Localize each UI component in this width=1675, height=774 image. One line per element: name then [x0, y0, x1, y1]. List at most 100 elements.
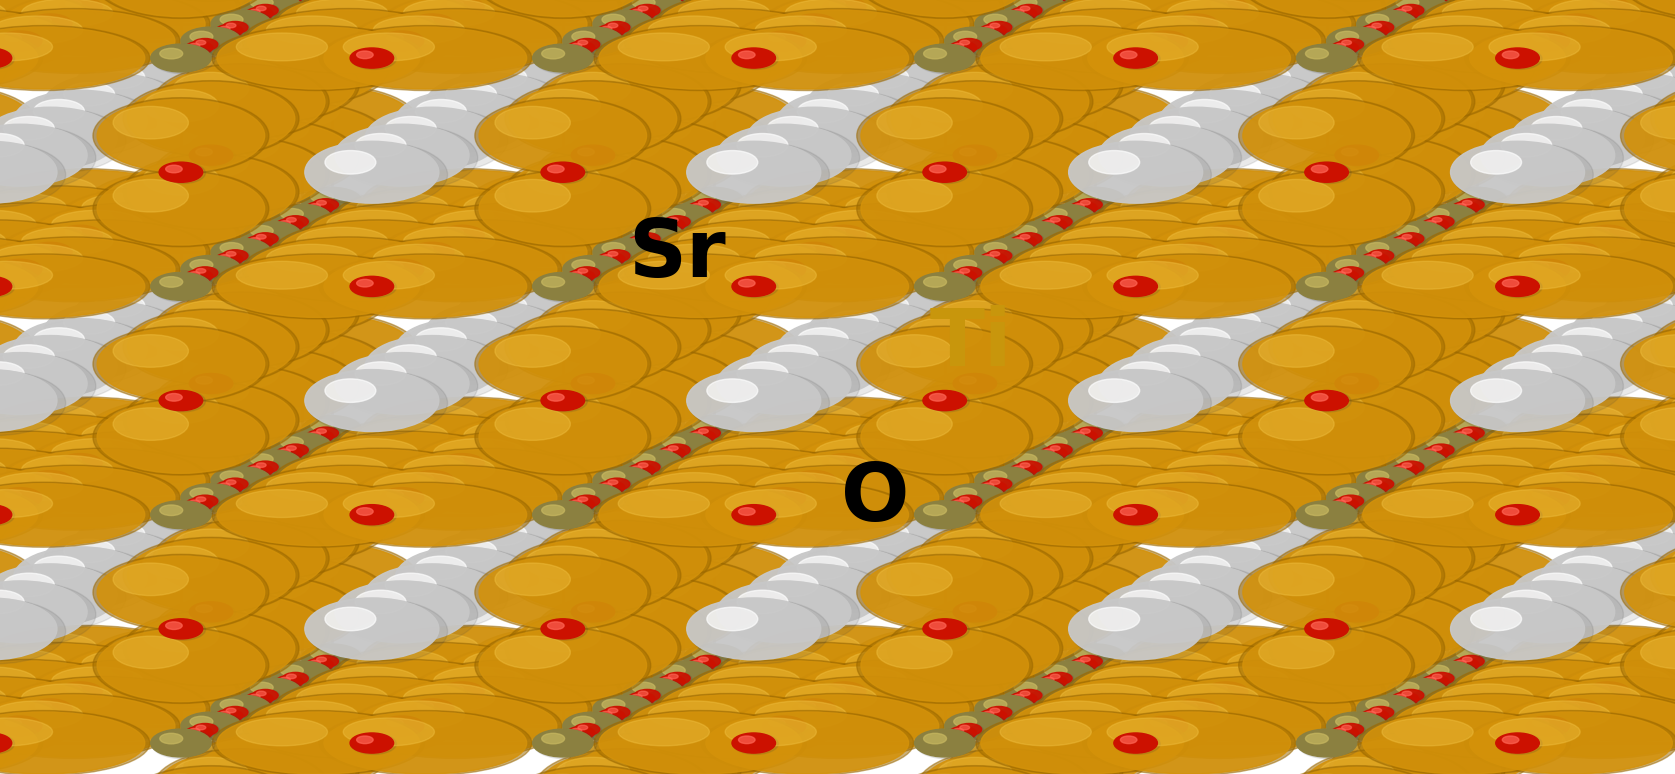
Ellipse shape [0, 243, 34, 315]
Circle shape [226, 480, 236, 485]
Ellipse shape [938, 602, 1012, 635]
Circle shape [397, 548, 538, 613]
Circle shape [960, 269, 970, 273]
Ellipse shape [1472, 667, 1564, 695]
Ellipse shape [526, 619, 601, 652]
Ellipse shape [303, 659, 516, 724]
Circle shape [1471, 379, 1521, 402]
Ellipse shape [1042, 678, 1245, 740]
Circle shape [447, 228, 464, 236]
Circle shape [219, 128, 266, 149]
Ellipse shape [1007, 465, 1219, 530]
Circle shape [0, 488, 45, 509]
Circle shape [243, 12, 255, 18]
Circle shape [28, 699, 72, 719]
Circle shape [0, 336, 117, 398]
Circle shape [64, 82, 114, 106]
Ellipse shape [87, 625, 300, 690]
Ellipse shape [1167, 456, 1258, 484]
Ellipse shape [57, 414, 270, 479]
Circle shape [300, 662, 330, 676]
Ellipse shape [338, 644, 541, 706]
Ellipse shape [374, 473, 464, 501]
Circle shape [263, 225, 295, 240]
Circle shape [1395, 682, 1419, 693]
Circle shape [1365, 14, 1389, 25]
Circle shape [717, 580, 851, 642]
Circle shape [595, 258, 606, 263]
Circle shape [1449, 188, 1511, 217]
Circle shape [1204, 682, 1251, 704]
Circle shape [635, 690, 662, 702]
Ellipse shape [1489, 262, 1580, 289]
Circle shape [1616, 437, 1663, 458]
Circle shape [1317, 504, 1348, 519]
Ellipse shape [0, 262, 52, 289]
Ellipse shape [655, 676, 868, 741]
Circle shape [923, 619, 970, 640]
Circle shape [571, 146, 618, 166]
Ellipse shape [1358, 26, 1571, 91]
Ellipse shape [174, 529, 250, 562]
Ellipse shape [968, 283, 1044, 317]
Circle shape [189, 374, 236, 395]
Circle shape [601, 585, 645, 605]
Circle shape [1385, 696, 1415, 710]
Circle shape [1013, 568, 1057, 588]
Ellipse shape [821, 414, 1033, 479]
Ellipse shape [0, 0, 194, 5]
Circle shape [645, 682, 677, 697]
Circle shape [1010, 693, 1038, 706]
Circle shape [625, 679, 687, 707]
Ellipse shape [1012, 700, 1179, 772]
Circle shape [1422, 676, 1451, 689]
Ellipse shape [1258, 633, 1348, 661]
Circle shape [216, 481, 245, 495]
Circle shape [219, 471, 243, 481]
Ellipse shape [124, 611, 300, 687]
Ellipse shape [0, 659, 134, 724]
Circle shape [595, 696, 657, 724]
Ellipse shape [921, 367, 1089, 439]
Ellipse shape [0, 10, 69, 72]
Circle shape [1055, 664, 1087, 679]
Ellipse shape [127, 311, 295, 383]
Circle shape [554, 733, 586, 748]
Circle shape [1074, 191, 1097, 202]
Ellipse shape [0, 711, 149, 774]
Circle shape [695, 199, 720, 211]
Circle shape [317, 657, 327, 662]
Ellipse shape [982, 488, 1149, 560]
Circle shape [350, 48, 394, 68]
Circle shape [219, 483, 229, 488]
Circle shape [286, 674, 296, 679]
Ellipse shape [1442, 684, 1534, 712]
Circle shape [263, 0, 295, 12]
Circle shape [241, 678, 302, 706]
Ellipse shape [1172, 431, 1385, 496]
Circle shape [1241, 668, 1258, 676]
Circle shape [219, 26, 229, 31]
Ellipse shape [92, 170, 295, 232]
Circle shape [683, 644, 744, 672]
Circle shape [1335, 43, 1345, 48]
Ellipse shape [755, 245, 846, 272]
Circle shape [568, 270, 595, 283]
Circle shape [1415, 450, 1446, 464]
Circle shape [916, 730, 978, 759]
Circle shape [1561, 556, 1611, 580]
Circle shape [216, 481, 243, 494]
Ellipse shape [948, 275, 1124, 351]
Circle shape [266, 683, 278, 689]
Circle shape [203, 716, 234, 731]
Ellipse shape [705, 255, 908, 317]
Circle shape [307, 430, 333, 443]
Ellipse shape [0, 661, 129, 723]
Ellipse shape [647, 249, 722, 283]
Circle shape [1556, 471, 1603, 492]
Ellipse shape [0, 0, 164, 22]
Circle shape [1221, 514, 1362, 579]
Circle shape [678, 666, 690, 672]
Circle shape [1358, 467, 1420, 496]
Circle shape [853, 208, 899, 230]
